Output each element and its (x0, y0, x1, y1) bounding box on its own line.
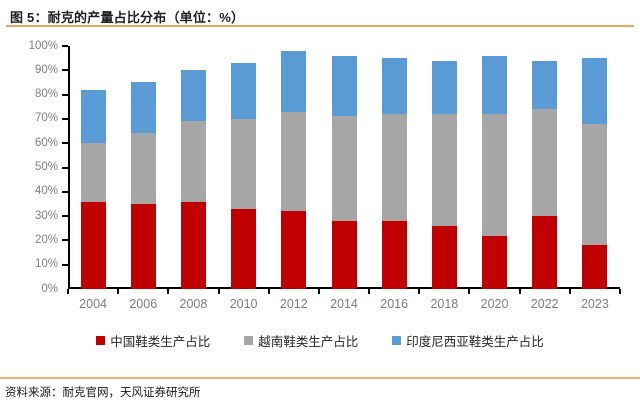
y-axis-tick (62, 93, 68, 96)
x-axis-tick (167, 289, 170, 294)
bar-segment-0-2006 (130, 203, 156, 289)
y-axis-label: 50% (34, 161, 58, 173)
y-axis-tick (62, 69, 68, 72)
y-axis-label: 40% (34, 185, 58, 198)
bar-segment-2-2023 (582, 58, 608, 124)
bar-segment-2-2006 (130, 82, 156, 134)
x-axis-label: 2016 (380, 297, 409, 311)
y-axis-tick (62, 45, 68, 47)
bar-segment-2-2012 (281, 50, 307, 112)
legend-item-vietnam: 越南鞋类生产占比 (244, 331, 358, 350)
legend-item-china: 中国鞋类生产占比 (96, 331, 210, 350)
bar-segment-0-2018 (431, 225, 457, 289)
bar-segment-0-2023 (582, 245, 608, 289)
source-accent-line (0, 377, 640, 379)
x-axis-tick (418, 289, 421, 294)
legend-item-indonesia: 印度尼西亚鞋类生产占比 (392, 331, 544, 350)
bar-segment-2-2020 (482, 55, 508, 115)
y-axis-tick (62, 215, 68, 218)
y-axis-label: 70% (34, 112, 58, 125)
title-accent-line (6, 25, 634, 27)
y-axis-tick (62, 117, 68, 120)
x-axis-label: 2004 (79, 297, 107, 311)
x-axis-label: 2022 (530, 297, 559, 311)
legend-swatch-china-icon (96, 336, 106, 345)
y-axis-tick (62, 142, 68, 145)
y-axis-label: 30% (34, 209, 58, 222)
y-axis-label: 90% (34, 63, 58, 76)
bar-segment-1-2014 (331, 116, 357, 221)
y-axis-tick (62, 166, 68, 169)
x-axis-label: 2018 (430, 297, 459, 311)
y-axis-tick (62, 239, 68, 242)
x-axis-tick (317, 289, 320, 294)
legend-label-indonesia: 印度尼西亚鞋类生产占比 (406, 335, 544, 349)
bar-segment-2-2010 (231, 63, 257, 119)
y-axis-label: 100% (28, 39, 58, 52)
chart-legend: 中国鞋类生产占比 越南鞋类生产占比 印度尼西亚鞋类生产占比 (0, 331, 640, 350)
legend-label-china: 中国鞋类生产占比 (110, 335, 211, 349)
x-axis-tick (67, 289, 69, 294)
bar-segment-2-2016 (381, 58, 407, 115)
bar-segment-2-2022 (532, 60, 558, 110)
bar-segment-0-2008 (180, 201, 206, 289)
bar-segment-0-2010 (231, 208, 257, 289)
bar-segment-1-2010 (231, 118, 257, 209)
y-axis-label: 60% (34, 136, 58, 149)
x-axis-tick (468, 289, 471, 294)
bar-segment-0-2016 (381, 220, 407, 289)
x-axis-tick (619, 289, 621, 294)
bar-segment-0-2012 (281, 211, 307, 289)
bar-segment-1-2006 (130, 133, 156, 204)
bar-segment-2-2014 (331, 55, 357, 117)
bar-segment-0-2020 (482, 235, 508, 289)
y-axis-tick (62, 190, 68, 193)
x-axis-label: 2008 (179, 297, 208, 311)
legend-swatch-vietnam-icon (244, 336, 254, 345)
x-axis-tick (568, 289, 571, 294)
bar-segment-2-2004 (80, 89, 106, 144)
bar-segment-0-2004 (80, 201, 106, 289)
x-axis-label: 2012 (279, 297, 308, 311)
legend-label-vietnam: 越南鞋类生产占比 (258, 335, 359, 349)
bar-segment-1-2016 (381, 114, 407, 221)
y-axis-tick (62, 263, 68, 266)
bar-segment-1-2012 (281, 111, 307, 212)
bar-segment-2-2018 (431, 60, 457, 115)
x-axis-label: 2010 (229, 297, 258, 311)
x-axis-label: 2020 (480, 297, 509, 311)
x-axis-label: 2014 (330, 297, 358, 311)
source-text: 资料来源：耐克官网，天风证券研究所 (5, 387, 201, 399)
x-axis-label: 2006 (129, 297, 158, 311)
bar-segment-1-2023 (582, 123, 608, 246)
legend-swatch-indonesia-icon (392, 336, 402, 345)
bar-segment-1-2008 (180, 121, 206, 202)
y-axis-label: 10% (34, 258, 58, 271)
y-axis-label: 20% (34, 233, 58, 246)
x-axis-tick (117, 289, 120, 294)
bar-segment-1-2020 (482, 114, 508, 236)
x-axis-tick (217, 289, 220, 294)
figure-title: 图 5：耐克的产量占比分布（单位：%） (10, 10, 245, 25)
x-axis-tick (518, 289, 521, 294)
bar-segment-1-2018 (431, 114, 457, 226)
bar-segment-2-2008 (180, 70, 206, 122)
y-axis-label: 0% (41, 282, 58, 295)
y-axis-label: 80% (34, 88, 58, 101)
bar-segment-1-2004 (80, 143, 106, 202)
bar-segment-1-2022 (532, 109, 558, 217)
bar-segment-0-2014 (331, 220, 357, 289)
bar-segment-0-2022 (532, 216, 558, 289)
x-axis-tick (267, 289, 270, 294)
x-axis-label: 2023 (580, 297, 609, 311)
x-axis-tick (368, 289, 371, 294)
